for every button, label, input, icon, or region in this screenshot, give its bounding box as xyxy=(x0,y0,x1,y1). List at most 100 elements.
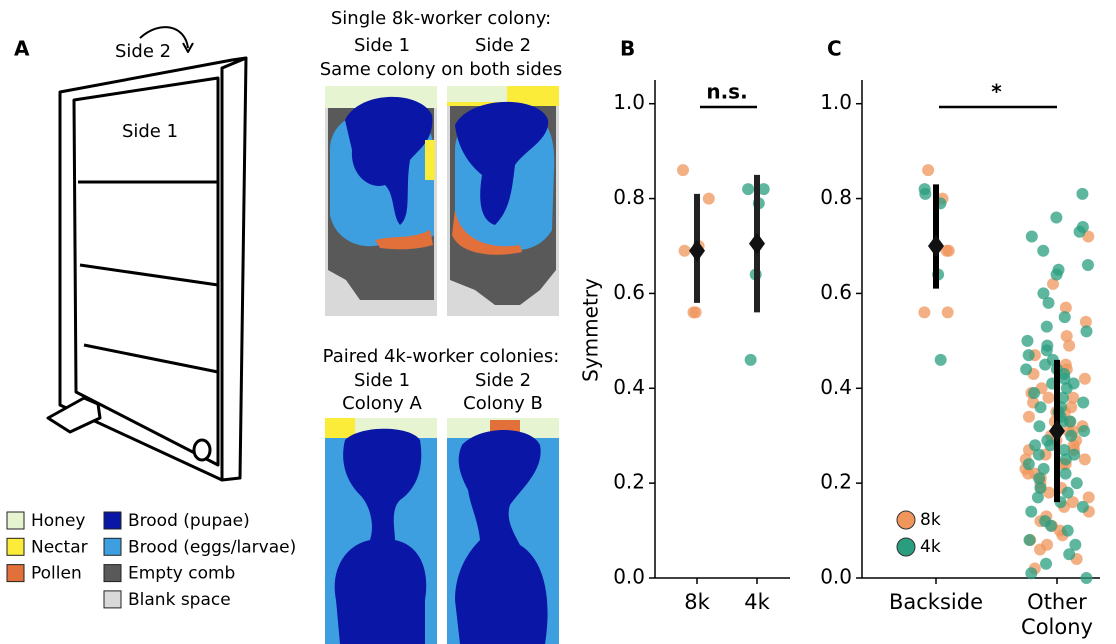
mean-marker xyxy=(749,232,765,255)
data-point xyxy=(1034,401,1047,414)
data-point xyxy=(1025,567,1038,580)
x-tick-label: 4k xyxy=(744,590,770,614)
data-point xyxy=(1025,230,1038,243)
data-point xyxy=(1022,458,1035,471)
legend-swatch xyxy=(6,537,25,556)
data-point xyxy=(1059,467,1072,480)
legend-swatch xyxy=(6,564,25,583)
data-point xyxy=(1047,277,1060,290)
data-point xyxy=(1070,477,1083,490)
legend-label: Blank space xyxy=(128,590,231,610)
panel-label: A xyxy=(14,37,30,61)
data-point xyxy=(1040,557,1053,570)
y-axis-label: Symmetry xyxy=(579,278,603,382)
data-point xyxy=(1037,287,1050,300)
data-point xyxy=(1034,481,1047,494)
y-tick-label: 0.4 xyxy=(820,375,852,399)
data-point xyxy=(1078,453,1091,466)
data-point xyxy=(1081,258,1094,271)
legend-swatch xyxy=(6,511,25,530)
data-point xyxy=(1022,410,1035,423)
data-point xyxy=(1067,377,1080,390)
data-point xyxy=(1044,439,1057,452)
data-point xyxy=(1058,311,1071,324)
data-point xyxy=(1037,462,1050,475)
data-point xyxy=(1045,519,1058,532)
data-point xyxy=(1059,453,1072,466)
data-point xyxy=(941,306,954,319)
legend: Honey Nectar Pollen Brood (pupae) Brood (egg… xyxy=(6,511,296,610)
legend-label: Brood (pupae) xyxy=(128,511,250,531)
x-tick-label: 8k xyxy=(684,590,710,614)
data-point xyxy=(1021,334,1034,347)
heatmap-side: Side 2 xyxy=(475,370,531,391)
heatmap-side: Side 2 xyxy=(475,35,531,56)
legend-marker xyxy=(896,537,916,557)
legend-swatch xyxy=(103,564,122,583)
legend-label: Honey xyxy=(31,511,85,531)
heatmap-side: Side 1 xyxy=(354,35,410,56)
y-tick-label: 0.8 xyxy=(613,185,645,209)
heatmap-images xyxy=(325,86,559,644)
data-point xyxy=(1050,211,1063,224)
significance-label: n.s. xyxy=(706,80,747,104)
legend-swatch xyxy=(103,590,122,609)
data-point xyxy=(677,164,689,177)
data-point xyxy=(757,183,770,196)
legend-label: 4k xyxy=(920,537,941,557)
data-point xyxy=(1032,448,1045,461)
data-point xyxy=(1078,372,1091,385)
data-point xyxy=(1080,325,1093,338)
data-point xyxy=(1033,420,1046,433)
legend-label: Empty comb xyxy=(128,564,235,584)
heatmap-colony: Colony A xyxy=(342,393,422,414)
y-tick-label: 0.0 xyxy=(613,565,645,589)
data-point xyxy=(1059,301,1072,314)
data-point xyxy=(1029,439,1042,452)
y-tick-label: 0.8 xyxy=(820,185,852,209)
y-tick-label: 0.0 xyxy=(820,565,852,589)
significance-label: * xyxy=(991,80,1002,104)
data-point xyxy=(940,244,953,257)
legend-label: Pollen xyxy=(31,564,82,584)
mean-marker xyxy=(1049,419,1065,442)
data-point xyxy=(1060,330,1073,343)
y-tick-label: 1.0 xyxy=(613,90,645,114)
y-tick-label: 0.6 xyxy=(613,280,645,304)
data-point xyxy=(1082,491,1095,504)
data-point xyxy=(919,187,932,200)
legend-label: 8k xyxy=(920,510,941,530)
data-point xyxy=(1061,486,1074,499)
data-point xyxy=(702,192,715,205)
legend-swatch xyxy=(103,511,122,530)
data-point xyxy=(1066,496,1079,509)
heatmap-title: Paired 4k-worker colonies: xyxy=(323,346,560,367)
data-point xyxy=(1050,268,1063,281)
data-point xyxy=(1042,296,1055,309)
data-point xyxy=(1058,372,1071,385)
data-point xyxy=(1067,391,1080,404)
data-point xyxy=(922,164,935,177)
data-point xyxy=(1025,505,1038,518)
data-point xyxy=(1033,472,1046,485)
x-tick-label: Backside xyxy=(888,590,983,614)
data-point xyxy=(1037,244,1050,257)
x-tick-label: Other Colony xyxy=(1021,590,1093,639)
data-point xyxy=(678,244,691,257)
data-point xyxy=(1064,415,1077,428)
panel-label: B xyxy=(620,37,635,61)
legend-swatch xyxy=(103,537,122,556)
y-tick-label: 0.2 xyxy=(820,470,852,494)
data-point xyxy=(689,306,702,319)
data-point xyxy=(1040,320,1053,333)
data-point xyxy=(1080,572,1093,584)
data-point xyxy=(1079,315,1092,328)
data-point xyxy=(1063,339,1076,352)
heatmap-note: Same colony on both sides xyxy=(320,59,563,80)
data-point xyxy=(1042,391,1055,404)
data-point xyxy=(1065,429,1078,442)
data-point xyxy=(1076,187,1089,200)
data-point xyxy=(1034,543,1047,556)
